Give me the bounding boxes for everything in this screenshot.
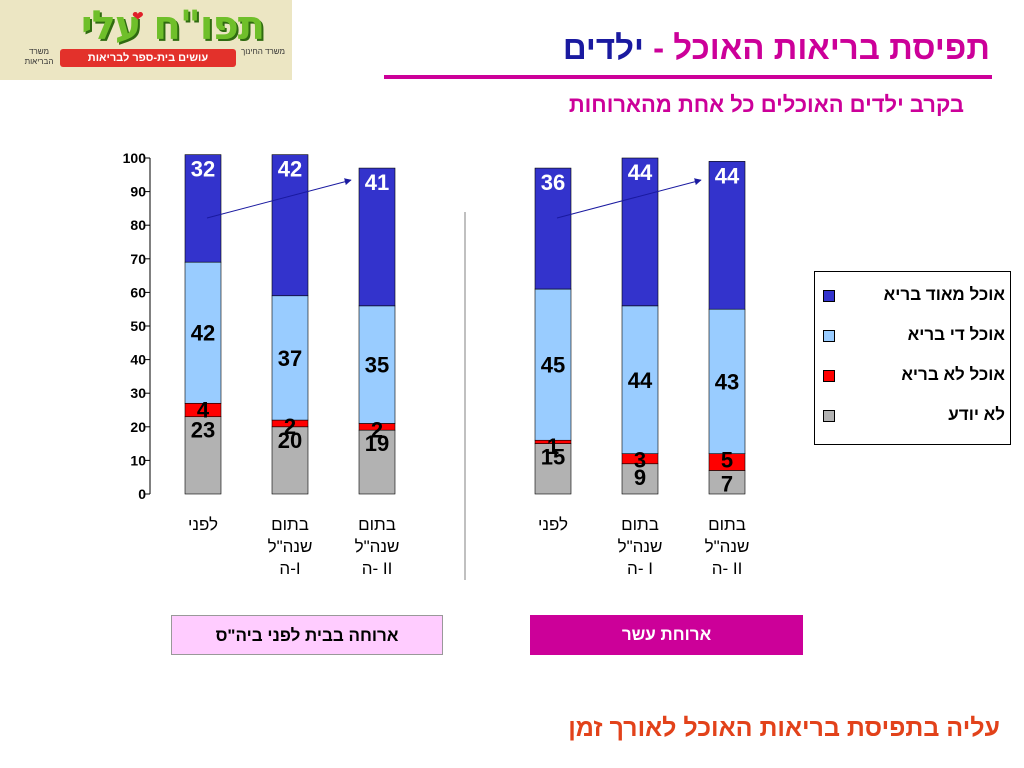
data-label: 41 (365, 170, 389, 195)
bar-segment (271, 154, 309, 297)
logo-slogan: עושים בית-ספר לבריאות (60, 49, 236, 67)
ministry-health-label: משרד הבריאות (24, 47, 54, 66)
data-label: 9 (634, 465, 646, 490)
logo-title: תפו"ח עלי (80, 3, 265, 49)
bar-segment (621, 305, 659, 454)
x-category-label: שנה"ל (268, 537, 313, 556)
y-tick-label: 80 (130, 217, 146, 233)
data-label: 3 (634, 448, 646, 473)
title-main: תפיסת בריאות האוכל (673, 29, 990, 66)
bar-segment (621, 463, 659, 495)
data-label: 44 (628, 160, 653, 185)
bar-segment (358, 305, 396, 424)
legend-item: אוכל די בריא (823, 324, 1005, 346)
legend-swatch (823, 330, 835, 342)
group-label-snack-meal: ארוחת עשר (530, 615, 803, 655)
data-label: 37 (278, 346, 302, 371)
legend-item: לא יודע (823, 404, 1005, 426)
data-label: 44 (715, 163, 740, 188)
x-category-label: בתום (708, 515, 746, 534)
page-title: תפיסת בריאות האוכל - ילדים (563, 28, 990, 68)
y-tick-label: 30 (130, 385, 146, 401)
y-tick-label: 90 (130, 184, 146, 200)
x-category-label: שנה"ל (355, 537, 400, 556)
legend-label: לא יודע (948, 405, 1005, 424)
y-tick-label: 10 (130, 452, 146, 468)
bar-segment (184, 154, 222, 263)
trend-arrow (556, 178, 702, 219)
x-category-label: ה- II (712, 559, 743, 578)
x-category-label: ה-I (279, 559, 300, 578)
legend-label: אוכל לא בריא (901, 365, 1005, 384)
data-label: 23 (191, 418, 215, 443)
bar-segment (358, 167, 396, 307)
title-underline (384, 75, 992, 79)
data-label: 7 (721, 471, 733, 496)
heart-icon: ❤ (132, 8, 144, 24)
y-tick-label: 70 (130, 251, 146, 267)
x-category-label: ה- II (362, 559, 393, 578)
bar-segment (708, 161, 746, 310)
bar-segment (534, 288, 572, 441)
data-label: 42 (191, 321, 215, 346)
ministry-education-label: משרד החינוך (240, 47, 286, 56)
bar-segment (621, 157, 659, 307)
x-category-label: שנה"ל (618, 537, 663, 556)
y-tick-label: 50 (130, 318, 146, 334)
legend-label: אוכל מאוד בריא (883, 285, 1005, 304)
data-label: 36 (541, 170, 565, 195)
data-label: 2 (284, 414, 296, 439)
legend-swatch (823, 410, 835, 422)
data-label: 44 (628, 368, 653, 393)
footer-caption: עליה בתפיסת בריאות האוכל לאורך זמן (568, 714, 1000, 742)
x-category-label: בתום (271, 515, 309, 534)
legend-item: אוכל לא בריא (823, 364, 1005, 386)
data-label: 42 (278, 157, 302, 182)
data-label: 45 (541, 353, 565, 378)
x-category-label: בתום (358, 515, 396, 534)
x-category-label: לפני (538, 515, 568, 534)
data-label: 35 (365, 353, 389, 378)
page-subtitle: בקרב ילדים האוכלים כל אחת מהארוחות (568, 92, 964, 117)
bar-segment (271, 295, 309, 421)
bar-segment (708, 308, 746, 454)
data-label: 19 (365, 431, 389, 456)
x-category-label: לפני (188, 515, 218, 534)
data-label: 4 (197, 397, 210, 422)
legend-swatch (823, 290, 835, 302)
bar-segment (184, 261, 222, 404)
trend-arrow (206, 178, 352, 219)
bar-segment (184, 416, 222, 495)
bar-segment (534, 167, 572, 290)
group-label-home-meal: ארוחה בבית לפני ביה"ס (171, 615, 443, 655)
title-dash: - (653, 29, 665, 66)
data-label: 15 (541, 445, 565, 470)
legend-label: אוכל די בריא (907, 325, 1005, 344)
bar-segment (358, 429, 396, 495)
data-label: 1 (547, 434, 559, 459)
data-label: 32 (191, 157, 215, 182)
data-label: 43 (715, 369, 739, 394)
y-tick-label: 100 (123, 150, 147, 166)
y-tick-label: 0 (138, 486, 146, 502)
y-tick-label: 40 (130, 352, 146, 368)
x-category-label: בתום (621, 515, 659, 534)
legend-swatch (823, 370, 835, 382)
chart-legend: אוכל מאוד בריא אוכל די בריא אוכל לא בריא לא… (814, 271, 1011, 445)
title-audience: ילדים (562, 29, 644, 66)
y-tick-label: 60 (130, 284, 146, 300)
x-category-label: שנה"ל (705, 537, 750, 556)
bar-segment (534, 443, 572, 495)
data-label: 2 (371, 417, 383, 442)
y-tick-label: 20 (130, 419, 146, 435)
data-label: 20 (278, 428, 302, 453)
legend-item: אוכל מאוד בריא (823, 284, 1005, 306)
data-label: 5 (721, 448, 733, 473)
project-logo: תפו"ח עלי ❤ עושים בית-ספר לבריאות משרד ה… (0, 0, 292, 80)
x-category-label: ה- I (627, 559, 653, 578)
